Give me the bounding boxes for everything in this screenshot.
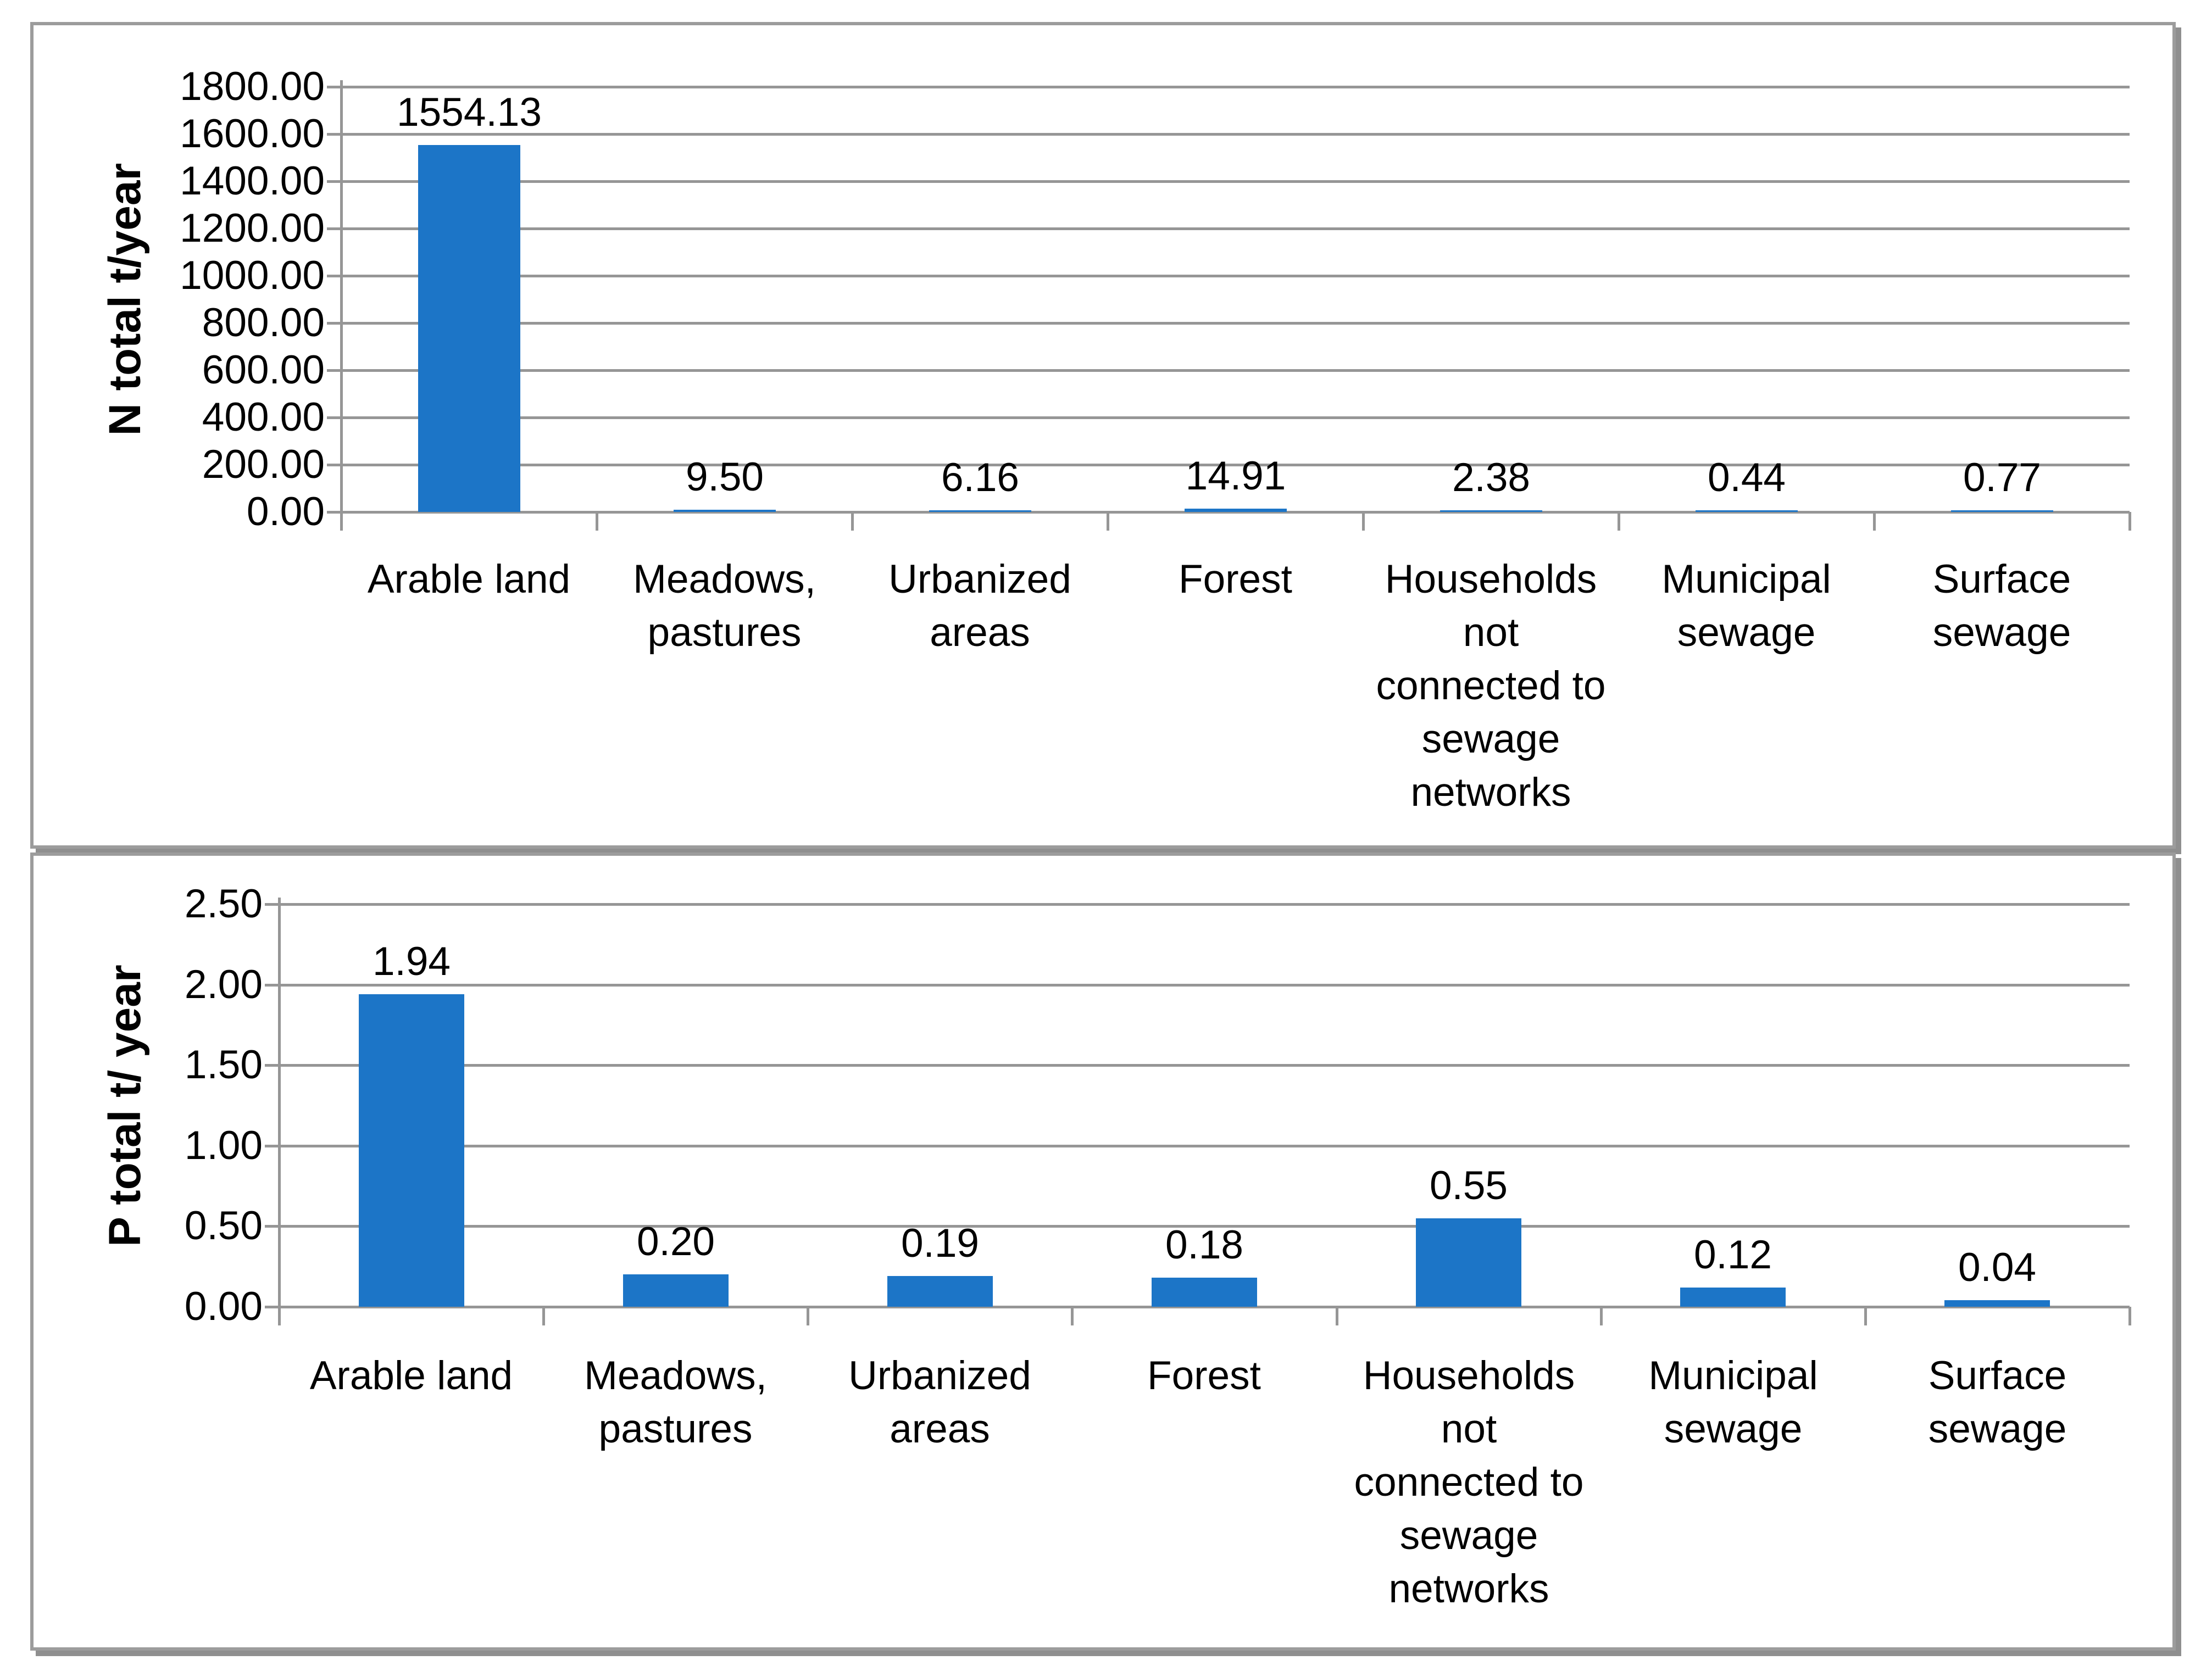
category-label: Forest [1147, 1353, 1261, 1398]
gridline [327, 133, 2130, 136]
category-label: Households not connected to sewage netwo… [1354, 1353, 1584, 1611]
bar-value-label: 0.77 [1963, 455, 2042, 500]
category-tick [340, 512, 343, 531]
bar [1416, 1218, 1521, 1307]
y-tick-label: 1400.00 [180, 159, 325, 203]
y-axis-line [340, 80, 343, 531]
bar-value-label: 0.55 [1429, 1163, 1508, 1208]
y-tick-label: 600.00 [202, 348, 325, 392]
category-tick [2128, 1307, 2131, 1325]
y-tick-label: 1000.00 [180, 253, 325, 298]
gridline [327, 275, 2130, 277]
bar-value-label: 0.44 [1707, 455, 1786, 500]
category-tick [596, 512, 598, 531]
category-label: Meadows, pastures [584, 1353, 767, 1451]
category-tick [1864, 1307, 1867, 1325]
bar [929, 510, 1031, 512]
bar [674, 510, 776, 512]
bar [1152, 1278, 1257, 1307]
y-tick-label: 1.50 [184, 1043, 263, 1088]
category-tick [807, 1307, 809, 1325]
gridline [327, 369, 2130, 372]
category-tick [1873, 512, 1876, 531]
p-total-chart-panel: P total t/ year 2.50 2.00 1.50 1.00 0.50 0.00 1… [30, 852, 2176, 1651]
bar [1944, 1300, 2050, 1307]
category-tick [1107, 512, 1109, 531]
n-total-chart-panel: N total t/year 1800.00 1600.00 1400.00 1200.… [30, 22, 2176, 849]
bar [1185, 509, 1287, 512]
gridline [265, 1306, 2130, 1308]
category-label: Surface sewage [1932, 557, 2071, 655]
gridline [327, 322, 2130, 325]
y-tick-label: 0.00 [184, 1284, 263, 1329]
gridline [265, 1064, 2130, 1067]
y-tick-label: 1600.00 [180, 112, 325, 156]
y-tick-label: 800.00 [202, 300, 325, 345]
bar [1951, 510, 2053, 512]
category-tick [1336, 1307, 1338, 1325]
bar [1696, 510, 1798, 512]
bar-value-label: 1.94 [372, 939, 451, 984]
category-tick [1362, 512, 1365, 531]
y-tick-label: 400.00 [202, 395, 325, 439]
bar-value-label: 0.12 [1693, 1233, 1772, 1277]
category-tick [1071, 1307, 1074, 1325]
gridline [265, 903, 2130, 906]
category-label: Forest [1179, 557, 1292, 601]
gridline [327, 511, 2130, 514]
bar-value-label: 14.91 [1185, 454, 1286, 498]
y-tick-label: 2.50 [184, 882, 263, 926]
bar-value-label: 2.38 [1452, 455, 1531, 500]
category-tick [851, 512, 854, 531]
category-label: Arable land [309, 1353, 513, 1398]
category-tick [1600, 1307, 1603, 1325]
y-tick-label: 2.00 [184, 962, 263, 1007]
gridline [327, 227, 2130, 230]
gridline [265, 1144, 2130, 1147]
category-tick [2128, 512, 2131, 531]
gridline [327, 180, 2130, 183]
category-label: Surface sewage [1928, 1353, 2067, 1451]
category-label: Urbanized areas [888, 557, 1071, 655]
y-tick-label: 1800.00 [180, 64, 325, 109]
y-axis-line [278, 898, 281, 1325]
gridline [327, 86, 2130, 88]
y-tick-label: 1.00 [184, 1123, 263, 1168]
bar-value-label: 0.04 [1958, 1245, 2037, 1290]
y-tick-label: 1200.00 [180, 206, 325, 250]
bar [1440, 510, 1542, 512]
category-label: Urbanized areas [848, 1353, 1031, 1451]
gridline [327, 416, 2130, 419]
bar [359, 994, 464, 1307]
bar-value-label: 0.18 [1165, 1223, 1244, 1267]
bar-value-label: 1554.13 [397, 90, 542, 135]
bar-value-label: 0.19 [901, 1221, 980, 1266]
bar-value-label: 9.50 [685, 455, 764, 499]
gridline [265, 983, 2130, 987]
category-label: Households not connected to sewage netwo… [1376, 557, 1606, 815]
category-tick [542, 1307, 545, 1325]
bar [623, 1274, 729, 1307]
category-tick [278, 1307, 281, 1325]
category-tick [1618, 512, 1620, 531]
category-label: Meadows, pastures [633, 557, 816, 655]
bar [887, 1276, 993, 1307]
category-label: Municipal sewage [1648, 1353, 1818, 1451]
gridline [265, 1225, 2130, 1228]
category-label: Arable land [367, 557, 571, 601]
bar [1680, 1288, 1786, 1307]
y-tick-label: 0.50 [184, 1203, 263, 1249]
y-tick-label: 200.00 [202, 442, 325, 487]
bar-value-label: 0.20 [636, 1219, 715, 1264]
gridline [327, 464, 2130, 466]
y-tick-label: 0.00 [246, 489, 325, 534]
category-label: Municipal sewage [1661, 557, 1831, 655]
bar-value-label: 6.16 [941, 455, 1020, 500]
bar [418, 145, 520, 512]
